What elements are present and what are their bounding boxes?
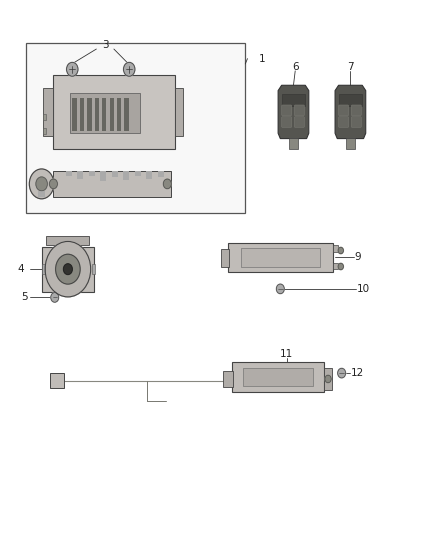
Bar (243, 368, 313, 386)
Bar (26, 43, 245, 213)
Bar (123, 171, 129, 180)
Bar (158, 171, 164, 177)
Bar (66, 171, 72, 176)
Bar (124, 98, 129, 131)
Circle shape (338, 263, 343, 270)
FancyBboxPatch shape (339, 117, 349, 127)
Bar (42, 264, 45, 274)
Text: 6: 6 (292, 62, 299, 71)
Text: 12: 12 (351, 368, 364, 378)
Bar (80, 98, 84, 131)
Bar (333, 245, 338, 252)
Bar (70, 93, 140, 133)
Circle shape (36, 177, 47, 191)
Bar (175, 88, 183, 136)
Circle shape (163, 179, 171, 189)
Bar (46, 236, 89, 245)
Circle shape (49, 179, 57, 189)
Text: 1: 1 (258, 54, 265, 63)
Bar (43, 114, 46, 120)
Bar (50, 373, 64, 388)
Bar (339, 94, 362, 106)
Bar (232, 362, 324, 392)
Circle shape (325, 375, 331, 383)
Polygon shape (335, 85, 366, 139)
Bar (53, 171, 171, 197)
Text: 9: 9 (355, 252, 361, 262)
Bar (87, 98, 92, 131)
Circle shape (67, 62, 78, 76)
FancyBboxPatch shape (351, 117, 361, 127)
Text: 5: 5 (21, 293, 28, 302)
Bar (53, 75, 175, 149)
Text: 11: 11 (280, 349, 293, 359)
Bar (88, 171, 95, 176)
FancyBboxPatch shape (294, 105, 304, 116)
Circle shape (338, 247, 343, 254)
Bar (223, 371, 233, 387)
Bar (333, 263, 338, 269)
Circle shape (124, 62, 135, 76)
Bar (110, 98, 114, 131)
FancyBboxPatch shape (339, 105, 349, 116)
Bar (38, 191, 45, 197)
Text: 4: 4 (18, 264, 24, 274)
Bar (117, 98, 121, 131)
Circle shape (276, 284, 284, 294)
Bar (43, 128, 46, 134)
Text: 10: 10 (357, 284, 370, 294)
Circle shape (338, 368, 346, 378)
Circle shape (51, 293, 59, 302)
FancyBboxPatch shape (351, 105, 361, 116)
Bar (324, 368, 332, 390)
Bar (100, 171, 106, 181)
Bar (282, 94, 305, 106)
Bar (146, 171, 152, 179)
Bar (112, 171, 118, 177)
Bar (221, 249, 229, 267)
Bar (228, 243, 333, 272)
Bar (42, 247, 94, 292)
Text: 7: 7 (347, 62, 354, 71)
Polygon shape (278, 85, 309, 139)
Circle shape (56, 254, 80, 284)
Circle shape (45, 241, 91, 297)
Bar (346, 138, 355, 149)
Bar (289, 138, 298, 149)
Circle shape (29, 169, 54, 199)
FancyBboxPatch shape (282, 117, 292, 127)
Bar (77, 171, 83, 179)
Bar (72, 98, 77, 131)
Bar (135, 171, 141, 176)
Bar (241, 248, 320, 266)
Circle shape (64, 264, 72, 274)
FancyBboxPatch shape (294, 117, 304, 127)
Bar (95, 98, 99, 131)
Bar (43, 88, 53, 136)
Bar (102, 98, 106, 131)
Bar (92, 264, 95, 274)
FancyBboxPatch shape (282, 105, 292, 116)
Text: 3: 3 (102, 41, 109, 50)
